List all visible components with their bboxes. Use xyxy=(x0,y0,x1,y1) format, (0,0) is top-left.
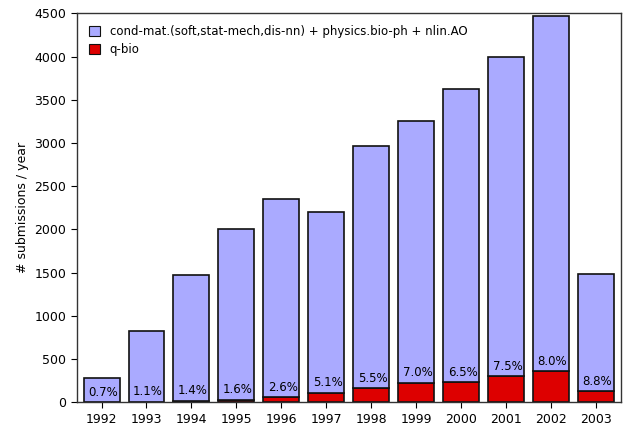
Text: 7.0%: 7.0% xyxy=(403,366,433,379)
Bar xyxy=(129,401,164,402)
Bar xyxy=(264,199,300,397)
Text: 8.0%: 8.0% xyxy=(538,355,567,368)
Bar xyxy=(173,401,209,402)
Bar xyxy=(398,383,434,402)
Text: 5.5%: 5.5% xyxy=(358,372,387,385)
Bar xyxy=(533,16,569,371)
Bar xyxy=(444,382,479,402)
Bar xyxy=(488,376,524,402)
Bar xyxy=(533,371,569,402)
Text: 7.5%: 7.5% xyxy=(493,360,522,373)
Bar xyxy=(173,275,209,401)
Text: 6.5%: 6.5% xyxy=(448,366,477,379)
Bar xyxy=(84,378,120,402)
Text: 1.1%: 1.1% xyxy=(133,385,163,398)
Bar xyxy=(353,147,389,388)
Legend: cond-mat.(soft,stat-mech,dis-nn) + physics.bio-ph + nlin.AO, q-bio: cond-mat.(soft,stat-mech,dis-nn) + physi… xyxy=(83,19,474,62)
Text: 1.6%: 1.6% xyxy=(223,383,253,396)
Text: 0.7%: 0.7% xyxy=(88,386,118,399)
Bar xyxy=(264,397,300,402)
Bar xyxy=(218,400,254,402)
Bar xyxy=(308,392,344,402)
Y-axis label: # submissions / year: # submissions / year xyxy=(16,142,29,274)
Bar xyxy=(578,274,614,391)
Bar xyxy=(444,89,479,382)
Bar xyxy=(218,229,254,400)
Bar xyxy=(353,388,389,402)
Bar xyxy=(578,391,614,402)
Text: 2.6%: 2.6% xyxy=(268,380,298,393)
Bar xyxy=(129,331,164,401)
Bar xyxy=(488,57,524,376)
Bar xyxy=(398,122,434,383)
Bar xyxy=(308,212,344,392)
Text: 1.4%: 1.4% xyxy=(178,384,208,397)
Text: 5.1%: 5.1% xyxy=(313,376,342,389)
Text: 8.8%: 8.8% xyxy=(582,375,612,388)
